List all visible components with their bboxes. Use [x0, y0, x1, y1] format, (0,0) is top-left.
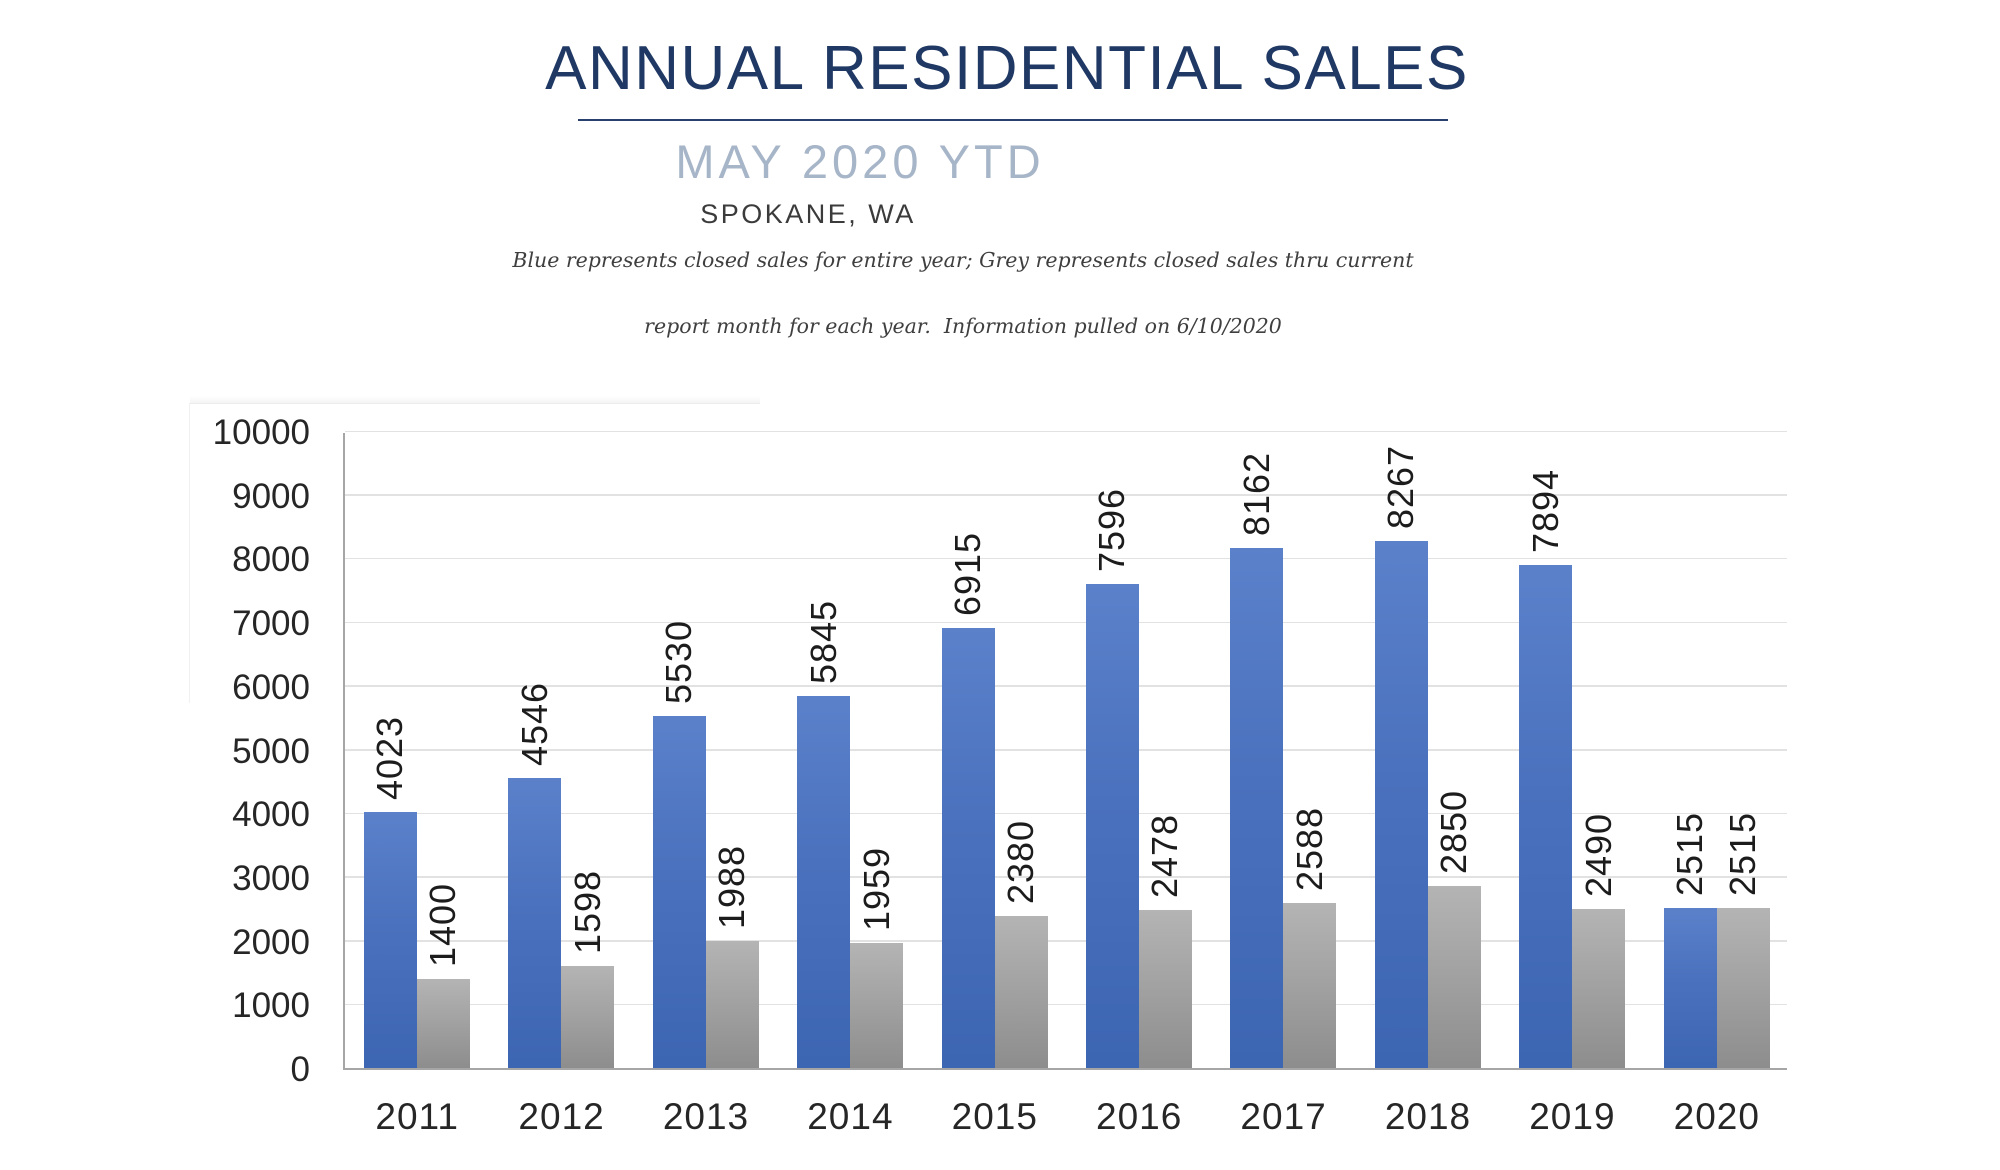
bar-2012-annual: [508, 778, 562, 1068]
title-underline: [578, 119, 1448, 121]
legend-note-line1: Blue represents closed sales for entire …: [512, 248, 1414, 272]
bar-2018-annual: [1374, 541, 1428, 1068]
bar-2015-ytd: [994, 916, 1048, 1068]
x-tick-2016: 2016: [1096, 1096, 1183, 1137]
bar-2017-ytd: [1283, 903, 1337, 1068]
gridline-3000: [345, 876, 1787, 878]
y-tick-10000: 10000: [212, 413, 310, 452]
y-tick-2000: 2000: [232, 922, 310, 962]
bar-2016-annual: [1086, 584, 1139, 1068]
x-tick-2012: 2012: [518, 1096, 605, 1137]
bar-group-2012: 4546 1598 2012: [489, 433, 633, 1137]
bar-2014-ytd: [850, 943, 904, 1068]
bar-2014-annual: [797, 695, 851, 1068]
data-label-text: 8267: [1380, 445, 1422, 530]
x-tick-2018: 2018: [1384, 1096, 1472, 1137]
x-tick-2017: 2017: [1240, 1096, 1327, 1137]
data-label-text: 2515: [1722, 811, 1764, 896]
bar-group-2020: 2515 2515 2020: [1645, 433, 1789, 1137]
y-tick-6000: 6000: [232, 667, 310, 707]
location-label: SPOKANE, WA: [700, 199, 916, 229]
bar-2011-annual: [364, 811, 417, 1068]
data-label-text: 4023: [369, 715, 411, 800]
y-tick-3000: 3000: [232, 858, 310, 898]
gridline-10000: [345, 430, 1787, 432]
x-tick-2019: 2019: [1529, 1096, 1616, 1137]
data-label-text: 1598: [566, 870, 608, 955]
y-tick-4000: 4000: [232, 795, 310, 835]
bar-2013-annual: [652, 715, 706, 1068]
data-label-text: 5845: [802, 599, 844, 684]
y-tick-9000: 9000: [232, 476, 310, 516]
bar-2020-ytd: [1716, 907, 1770, 1068]
ylabel-panel-shadow: [190, 396, 760, 403]
data-label-text: 2588: [1288, 807, 1330, 892]
y-tick-7000: 7000: [232, 604, 310, 644]
data-label-text: 1959: [855, 847, 897, 932]
data-label-text: 2850: [1433, 790, 1475, 875]
data-label-text: 2515: [1669, 811, 1711, 896]
data-label-text: 2490: [1577, 813, 1619, 898]
x-tick-2014: 2014: [807, 1096, 894, 1137]
bar-2017-annual: [1230, 548, 1284, 1068]
ylabel-panel-left-edge: [189, 403, 190, 703]
bar-group-2013: 5530 1988 2013: [634, 433, 778, 1137]
bar-group-2011: 4023 1400 2011: [345, 433, 489, 1137]
x-tick-2013: 2013: [662, 1096, 750, 1137]
gridline-9000: [345, 494, 1787, 496]
bar-group-2019: 7894 2490 2019: [1500, 433, 1644, 1137]
gridline-7000: [345, 621, 1787, 624]
gridline-1000: [345, 1003, 1787, 1006]
data-label-text: 8162: [1235, 452, 1277, 537]
data-label-text: 2380: [1000, 820, 1042, 905]
gridline-2000: [345, 940, 1787, 942]
y-tick-8000: 8000: [232, 540, 310, 580]
y-axis-labels: 0 1000 2000 3000 4000 5000 6000 7000 8000 9000 100…: [160, 413, 310, 1113]
bar-2015-annual: [941, 627, 995, 1068]
bar-group-2018: 8267 2850 2018: [1356, 433, 1500, 1137]
bar-2011-ytd: [417, 978, 470, 1068]
gridline-6000: [345, 685, 1787, 687]
gridline-8000: [345, 557, 1787, 560]
bar-group-2017: 8162 2588 2017: [1211, 433, 1355, 1137]
bar-group-2016: 7596 2478 2016: [1067, 433, 1211, 1137]
gridline-4000: [345, 812, 1787, 815]
data-label-text: 6915: [947, 531, 989, 616]
bar-2018-ytd: [1427, 886, 1481, 1068]
data-label-text: 7894: [1524, 469, 1566, 554]
y-tick-1000: 1000: [232, 986, 310, 1026]
legend-note: Blue represents closed sales for entire …: [512, 244, 1413, 343]
bar-group-2014: 5845 1959 2014: [778, 433, 922, 1137]
y-tick-0: 0: [290, 1050, 310, 1089]
gridline-5000: [345, 749, 1787, 751]
bar-2019-annual: [1519, 565, 1573, 1068]
y-tick-5000: 5000: [232, 731, 310, 771]
data-label-text: 7596: [1091, 488, 1133, 573]
data-label-text: 4546: [513, 682, 555, 767]
data-label-text: 1400: [422, 882, 464, 967]
x-tick-2020: 2020: [1673, 1096, 1760, 1137]
bar-2019-ytd: [1572, 909, 1626, 1068]
legend-note-line2: report month for each year. Information …: [644, 314, 1282, 338]
ylabel-panel-top-edge: [190, 403, 760, 404]
x-tick-2011: 2011: [375, 1096, 459, 1137]
bar-group-2015: 6915 2380 2015: [923, 433, 1067, 1137]
bar-2012-ytd: [561, 966, 615, 1068]
bar-2020-annual: [1663, 907, 1717, 1068]
data-label-text: 5530: [658, 619, 700, 704]
page-title: ANNUAL RESIDENTIAL SALES: [545, 34, 1469, 103]
data-label-text: 1988: [711, 845, 753, 930]
x-tick-2015: 2015: [951, 1096, 1038, 1137]
data-label-text: 2478: [1144, 814, 1186, 899]
plot-area: 4023 1400 2011 4546 1598 2012 5530 1988 2013 5845…: [343, 430, 1789, 1137]
bar-2016-ytd: [1139, 910, 1192, 1068]
bar-2013-ytd: [705, 941, 759, 1068]
report-period-subtitle: MAY 2020 YTD: [675, 135, 1045, 188]
